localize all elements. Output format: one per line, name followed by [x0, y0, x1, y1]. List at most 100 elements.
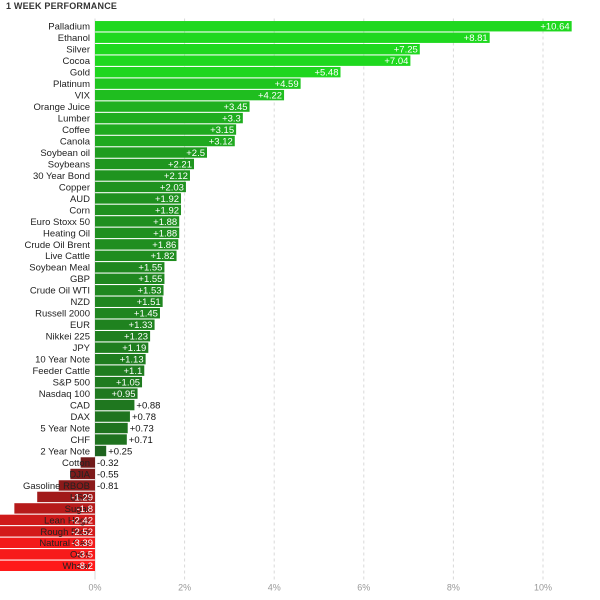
category-label: 10 Year Note: [35, 355, 90, 366]
bar: [95, 239, 179, 250]
bar: [80, 457, 95, 468]
bar: [0, 526, 95, 537]
category-label: Coffee: [62, 125, 90, 136]
category-label: Oats: [70, 550, 90, 561]
value-label: +0.88: [136, 400, 160, 411]
value-label: +0.78: [132, 412, 156, 423]
value-label: -0.32: [97, 458, 119, 469]
bar: [37, 491, 95, 503]
category-label: Gold: [70, 68, 90, 79]
category-label: Lean Hogs: [44, 515, 90, 526]
category-label: Sugar: [65, 504, 90, 515]
value-label: +2.21: [168, 159, 192, 170]
x-tick-label: 6%: [357, 583, 370, 593]
category-label: Ethanol: [58, 33, 90, 44]
bar: [95, 331, 151, 342]
value-label: -1.29: [71, 492, 93, 503]
value-label: +1.33: [129, 320, 153, 331]
bar: [95, 296, 163, 307]
x-tick-label: 8%: [447, 583, 460, 593]
bar: [0, 549, 96, 560]
bar: [95, 66, 341, 78]
value-label: +10.64: [540, 22, 569, 33]
value-label: +1.55: [138, 274, 162, 285]
category-label: Cocoa: [63, 56, 91, 67]
category-label: 30 Year Bond: [33, 171, 90, 182]
bar: [95, 422, 128, 434]
bar: [95, 32, 490, 43]
value-label: +7.04: [384, 56, 408, 67]
bar: [95, 158, 195, 170]
category-label: CAD: [70, 400, 90, 411]
bar: [95, 285, 164, 296]
category-label: CHF: [70, 435, 90, 446]
bar: [95, 135, 235, 147]
bar-layer: [0, 21, 572, 571]
bar: [95, 434, 127, 445]
bar: [0, 537, 95, 549]
category-label: S&P 500: [53, 378, 90, 389]
value-label: +0.95: [112, 389, 136, 400]
category-label: NZD: [70, 297, 90, 308]
value-label: +0.71: [129, 435, 153, 446]
bar: [95, 262, 165, 273]
bar: [95, 55, 411, 66]
category-label: Crude Oil WTI: [30, 286, 90, 297]
category-label: Nasdaq 100: [39, 389, 90, 400]
category-label: Soybean Meal: [29, 263, 90, 274]
bar: [95, 319, 155, 330]
value-label: +1.23: [124, 332, 148, 343]
category-label: Feeder Cattle: [32, 366, 90, 377]
bar: [95, 445, 107, 457]
value-label: +3.45: [224, 102, 248, 113]
category-label: Live Cattle: [45, 251, 90, 262]
bar: [95, 365, 145, 376]
category-label: Silver: [66, 45, 90, 56]
category-label: Soybeans: [48, 159, 91, 170]
category-label: Russell 2000: [35, 309, 90, 320]
category-label: 2 Year Note: [40, 446, 90, 457]
value-label: -1.8: [77, 504, 93, 515]
bar: [95, 89, 285, 101]
bar: [70, 468, 95, 480]
bar: [95, 44, 420, 55]
value-label: +1.92: [155, 205, 179, 216]
bar: [95, 250, 177, 262]
value-label: +8.81: [464, 33, 488, 44]
category-label: Platinum: [53, 79, 90, 90]
bar: [0, 514, 95, 526]
value-label: +1.86: [152, 240, 176, 251]
category-label: Gasoline RBOB: [23, 481, 90, 492]
category-label: AUD: [70, 194, 90, 205]
value-label: -3.5: [77, 550, 93, 561]
category-label: USD: [70, 492, 90, 503]
bar: [95, 308, 160, 319]
bar: [95, 399, 135, 411]
category-label: VIX: [75, 91, 91, 102]
bar: [14, 503, 95, 514]
value-label: +2.12: [164, 171, 188, 182]
category-label: Corn: [69, 205, 90, 216]
bar: [0, 560, 95, 571]
value-label: +5.48: [314, 68, 338, 79]
category-label: Canola: [60, 136, 91, 147]
category-label: Rough Rice: [40, 527, 90, 538]
chart-title: 1 WEEK PERFORMANCE: [6, 1, 118, 11]
value-label: +3.3: [222, 113, 241, 124]
value-label: +1.88: [153, 217, 177, 228]
category-label: Wheat: [63, 561, 91, 572]
category-label: DAX: [70, 412, 90, 423]
category-label: EUR: [70, 320, 90, 331]
value-label: +0.25: [108, 446, 132, 457]
value-label: +1.13: [120, 355, 144, 366]
bar: [95, 216, 180, 227]
x-tick-label: 10%: [534, 583, 552, 593]
category-label: Palladium: [48, 22, 90, 33]
bar: [95, 227, 180, 239]
value-label: +4.22: [258, 91, 282, 102]
value-label: +4.59: [275, 79, 299, 90]
value-label: +1.19: [122, 343, 146, 354]
value-label: -2.42: [71, 515, 93, 526]
bar: [95, 112, 243, 124]
